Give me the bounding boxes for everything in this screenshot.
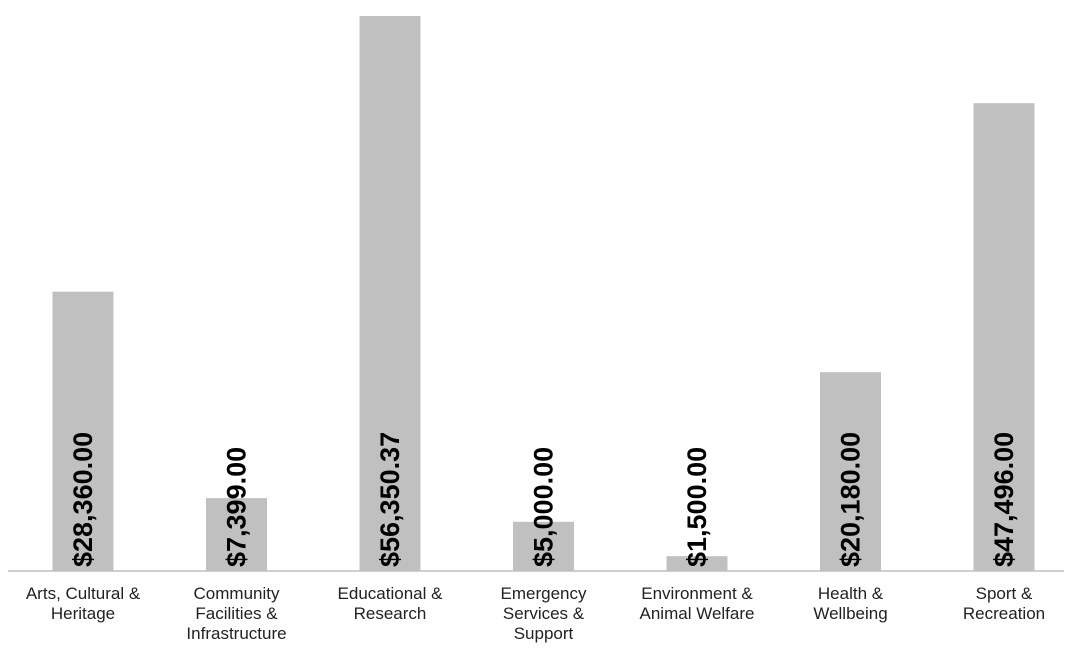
- data-label-5: $20,180.00: [836, 432, 866, 567]
- category-label-line: Health &: [818, 584, 884, 603]
- category-labels-layer: Arts, Cultural & Heritage Community Facilit…: [26, 584, 1045, 643]
- bar-0: [52, 291, 114, 571]
- category-label-line: Environment &: [641, 584, 753, 603]
- bar-5: [820, 372, 881, 571]
- data-label-0: $28,360.00: [68, 432, 98, 567]
- bar-2: [359, 16, 421, 571]
- data-labels-layer: $28,360.00 $7,399.00 $56,350.37 $5,000.00 $1…: [68, 432, 1019, 567]
- category-label-line: Arts, Cultural &: [26, 584, 141, 603]
- category-label-line: Recreation: [963, 604, 1045, 623]
- category-label-5: Health & Wellbeing: [813, 584, 887, 623]
- category-label-3: Emergency Services & Support: [501, 584, 587, 643]
- data-label-2: $56,350.37: [375, 432, 405, 567]
- category-label-line: Wellbeing: [813, 604, 887, 623]
- data-label-3: $5,000.00: [529, 447, 559, 567]
- category-label-1: Community Facilities & Infrastructure: [186, 584, 286, 643]
- bars-layer: [52, 16, 1035, 571]
- data-label-6: $47,496.00: [989, 432, 1019, 567]
- category-label-0: Arts, Cultural & Heritage: [26, 584, 141, 623]
- category-label-line: Support: [514, 624, 574, 643]
- bar-6: [973, 103, 1035, 571]
- category-label-line: Heritage: [51, 604, 115, 623]
- category-label-2: Educational & Research: [338, 584, 444, 623]
- data-label-1: $7,399.00: [222, 447, 252, 567]
- category-label-line: Research: [354, 604, 427, 623]
- category-label-6: Sport & Recreation: [963, 584, 1045, 623]
- bar-1: [206, 498, 267, 571]
- category-label-line: Community: [194, 584, 280, 603]
- bar-4: [666, 556, 728, 571]
- category-label-4: Environment & Animal Welfare: [640, 584, 755, 623]
- category-label-line: Animal Welfare: [640, 604, 755, 623]
- category-label-line: Sport &: [976, 584, 1033, 603]
- data-label-4: $1,500.00: [682, 447, 712, 567]
- category-label-line: Facilities &: [195, 604, 278, 623]
- category-label-line: Services &: [503, 604, 585, 623]
- category-label-line: Emergency: [501, 584, 587, 603]
- bar-3: [513, 521, 574, 571]
- category-label-line: Infrastructure: [186, 624, 286, 643]
- category-label-line: Educational &: [338, 584, 444, 603]
